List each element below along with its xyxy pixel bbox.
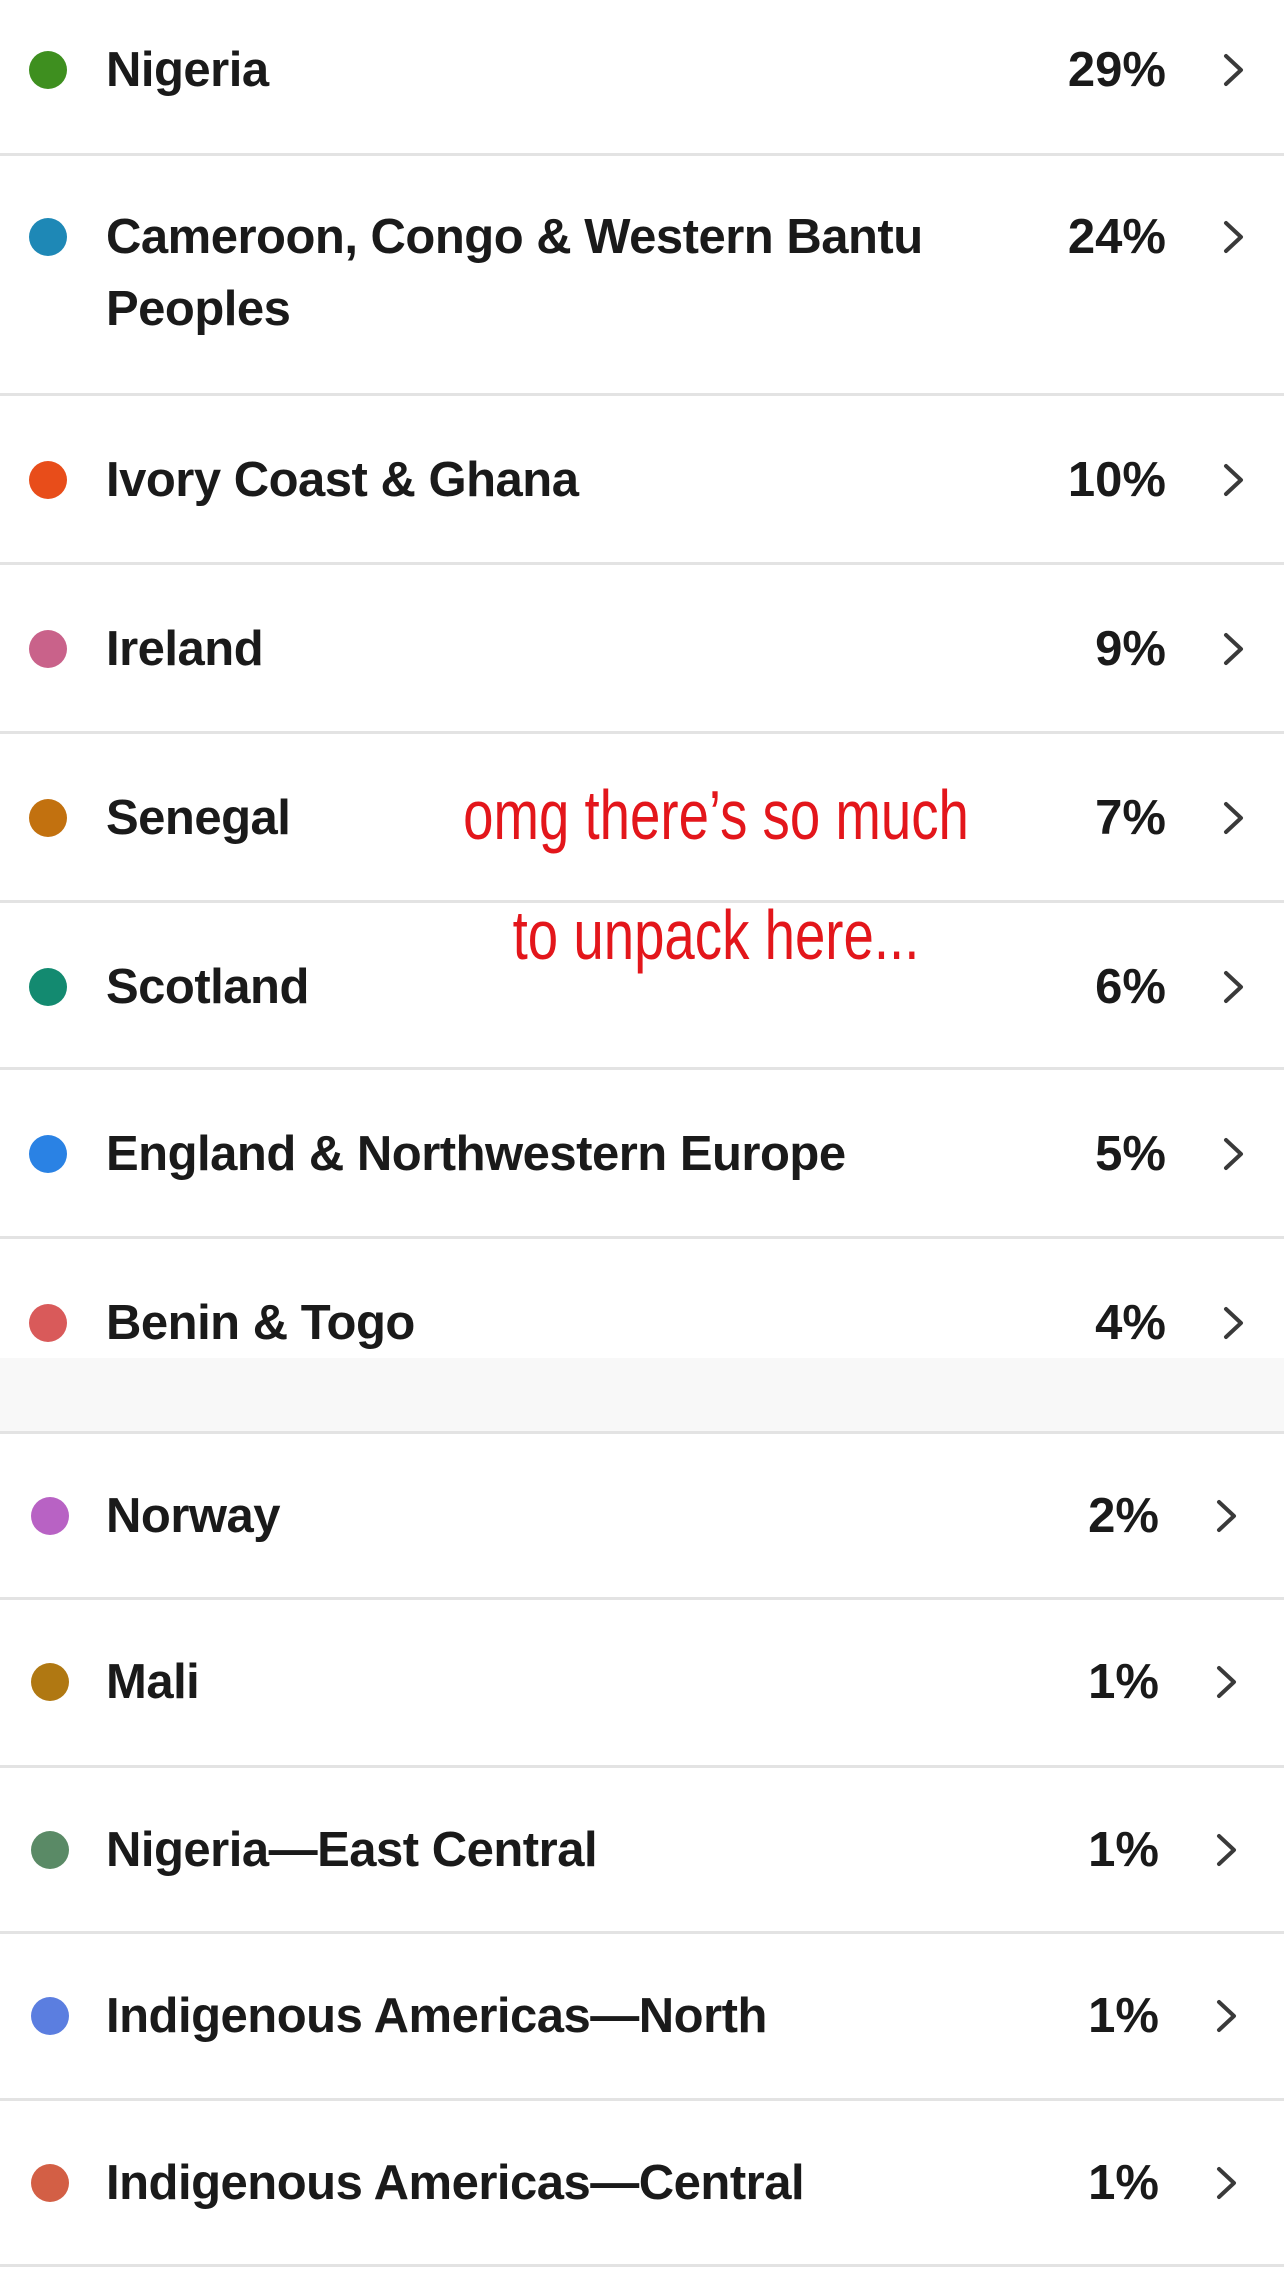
- color-dot-icon: [29, 51, 67, 89]
- color-dot-icon: [29, 1304, 67, 1342]
- region-percent: 5%: [1095, 1127, 1166, 1181]
- color-dot-icon: [29, 461, 67, 499]
- region-percent: 1%: [1088, 1655, 1159, 1709]
- ancestry-row[interactable]: Nigeria—East Central 1%: [0, 1768, 1284, 1934]
- chevron-right-icon: [1224, 1307, 1243, 1339]
- chevron-right-icon: [1224, 802, 1243, 834]
- color-dot-icon: [31, 1997, 69, 2035]
- region-name: Benin & Togo: [106, 1296, 415, 1350]
- region-percent: 6%: [1095, 960, 1166, 1014]
- region-name: England & Northwestern Europe: [106, 1127, 846, 1181]
- chevron-right-icon: [1224, 633, 1243, 665]
- color-dot-icon: [29, 218, 67, 256]
- color-dot-icon: [31, 1663, 69, 1701]
- region-name: Ireland: [106, 622, 264, 676]
- region-name: Nigeria—East Central: [106, 1823, 598, 1877]
- ancestry-row[interactable]: Nigeria 29%: [0, 0, 1284, 156]
- chevron-right-icon: [1224, 464, 1243, 496]
- chevron-right-icon: [1217, 1834, 1236, 1866]
- chevron-right-icon: [1217, 1500, 1236, 1532]
- region-percent: 7%: [1095, 791, 1166, 845]
- color-dot-icon: [29, 968, 67, 1006]
- region-percent: 4%: [1095, 1296, 1166, 1350]
- annotation-line-1: omg there’s so much: [463, 776, 969, 854]
- region-name: Ivory Coast & Ghana: [106, 453, 579, 507]
- ancestry-row[interactable]: Senegal 7%: [0, 734, 1284, 903]
- annotation-line-2: to unpack here...: [512, 896, 920, 974]
- ancestry-row[interactable]: Ivory Coast & Ghana 10%: [0, 396, 1284, 565]
- ancestry-row[interactable]: Norway 2%: [0, 1434, 1284, 1600]
- ancestry-row[interactable]: Benin & Togo 4%: [0, 1239, 1284, 1434]
- region-percent: 24%: [1067, 210, 1166, 264]
- region-name: Cameroon, Congo & Western Bantu Peoples: [106, 210, 923, 336]
- region-name: Nigeria: [106, 43, 269, 97]
- region-percent: 2%: [1088, 1489, 1159, 1543]
- region-percent: 9%: [1095, 622, 1166, 676]
- region-name: Scotland: [106, 960, 309, 1014]
- ancestry-row[interactable]: Indigenous Americas—Central 1%: [0, 2101, 1284, 2267]
- region-name: Mali: [106, 1655, 200, 1709]
- ancestry-row[interactable]: Mali 1%: [0, 1600, 1284, 1768]
- region-percent: 1%: [1088, 2156, 1159, 2210]
- color-dot-icon: [29, 630, 67, 668]
- chevron-right-icon: [1217, 1666, 1236, 1698]
- ancestry-row[interactable]: Indigenous Americas—North 1%: [0, 1934, 1284, 2101]
- chevron-right-icon: [1224, 971, 1243, 1003]
- ancestry-row[interactable]: Ireland 9%: [0, 565, 1284, 734]
- chevron-right-icon: [1217, 2000, 1236, 2032]
- chevron-right-icon: [1224, 1138, 1243, 1170]
- chevron-right-icon: [1224, 54, 1243, 86]
- region-percent: 1%: [1088, 1989, 1159, 2043]
- region-percent: 1%: [1088, 1823, 1159, 1877]
- color-dot-icon: [29, 799, 67, 837]
- ancestry-row[interactable]: Cameroon, Congo & Western Bantu Peoples …: [0, 156, 1284, 396]
- chevron-right-icon: [1224, 221, 1243, 253]
- region-name: Indigenous Americas—Central: [106, 2156, 805, 2210]
- color-dot-icon: [31, 1497, 69, 1535]
- ancestry-row[interactable]: Scotland 6%: [0, 903, 1284, 1070]
- color-dot-icon: [31, 2164, 69, 2202]
- ancestry-row[interactable]: England & Northwestern Europe 5%: [0, 1070, 1284, 1239]
- region-name: Norway: [106, 1489, 281, 1543]
- color-dot-icon: [29, 1135, 67, 1173]
- region-percent: 29%: [1067, 43, 1166, 97]
- region-percent: 10%: [1067, 453, 1166, 507]
- color-dot-icon: [31, 1831, 69, 1869]
- region-name: Senegal: [106, 791, 291, 845]
- region-name: Indigenous Americas—North: [106, 1989, 767, 2043]
- chevron-right-icon: [1217, 2167, 1236, 2199]
